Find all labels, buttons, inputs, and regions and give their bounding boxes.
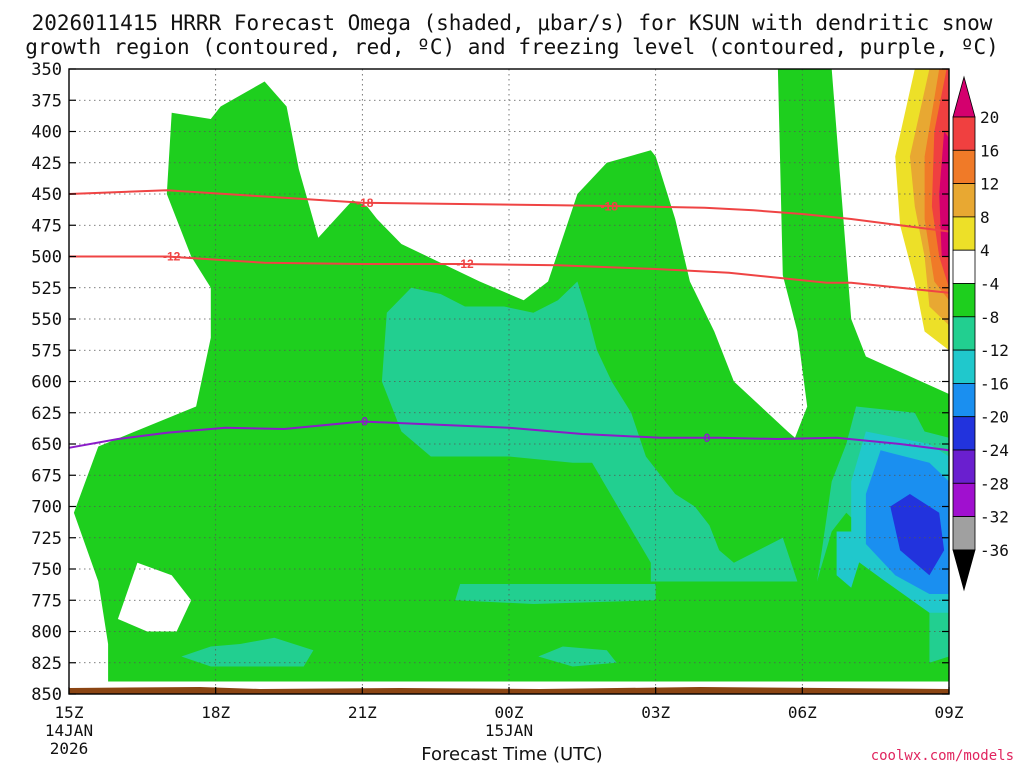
- y-tick-label: 725: [31, 529, 62, 549]
- y-tick-label: 700: [31, 498, 62, 518]
- x-tick-label: 21Z: [348, 703, 377, 722]
- colorbar-label: -4: [980, 275, 999, 294]
- x-tick-sublabel: 14JAN: [45, 721, 93, 740]
- omega-region-5: [455, 584, 656, 604]
- omega-shading: [73, 69, 949, 682]
- colorbar-swatch: [952, 316, 976, 351]
- colorbar-swatch: [952, 249, 976, 284]
- colorbar-swatch: [952, 516, 976, 551]
- omega-region-1: [117, 562, 192, 632]
- colorbar-label: 8: [980, 208, 990, 227]
- y-tick-label: 450: [31, 185, 62, 205]
- colorbar-swatch: [952, 482, 976, 517]
- y-tick-label: 675: [31, 466, 62, 486]
- colorbar-label: -16: [980, 374, 1009, 393]
- y-tick-label: 500: [31, 248, 62, 268]
- colorbar-label: -24: [980, 441, 1009, 460]
- x-tick-label: 15Z: [55, 703, 84, 722]
- x-tick-label: 03Z: [641, 703, 670, 722]
- colorbar-swatch: [952, 283, 976, 318]
- colorbar-label: -12: [980, 341, 1009, 360]
- y-tick-label: 525: [31, 279, 62, 299]
- x-tick-label: 18Z: [201, 703, 230, 722]
- contour-lines: -18 -18 -12 -12 0 0: [68, 189, 950, 452]
- omega-region-3: [181, 637, 314, 667]
- y-tick-label: 800: [31, 623, 62, 643]
- contour-label: -12: [456, 257, 474, 271]
- colorbar: 20 16 12 8 4 -4 -8 -12 -16 -20 -24 -28 -32 -36: [952, 75, 1009, 592]
- colorbar-label: 12: [980, 175, 999, 194]
- x-tick-label: 06Z: [788, 703, 817, 722]
- colorbar-swatch: [952, 349, 976, 384]
- colorbar-swatch: [952, 416, 976, 451]
- colorbar-top-arrow: [952, 75, 976, 118]
- colorbar-label: -28: [980, 474, 1009, 493]
- y-axis: 350 375 400 425 450 475 500 525 550 575 600 625 650 6…: [31, 60, 949, 705]
- y-tick-label: 375: [31, 91, 62, 111]
- contour-line-1: [69, 255, 950, 294]
- contour-label: 0: [361, 415, 368, 429]
- colorbar-swatch: [952, 216, 976, 251]
- omega-region-9: [890, 494, 945, 576]
- chart-title-line1: 2026011415 HRRR Forecast Omega (shaded, …: [31, 11, 993, 35]
- x-tick-label: 09Z: [935, 703, 964, 722]
- y-tick-label: 550: [31, 310, 62, 330]
- y-tick-label: 575: [31, 341, 62, 361]
- y-tick-label: 825: [31, 654, 62, 674]
- colorbar-label: -36: [980, 541, 1009, 560]
- y-tick-label: 475: [31, 216, 62, 236]
- y-tick-label: 625: [31, 404, 62, 424]
- x-axis-label: Forecast Time (UTC): [421, 744, 603, 765]
- colorbar-bottom-arrow: [952, 549, 976, 592]
- y-tick-label: 350: [31, 60, 62, 80]
- y-tick-label: 650: [31, 435, 62, 455]
- y-tick-label: 775: [31, 591, 62, 611]
- colorbar-swatch: [952, 116, 976, 151]
- colorbar-label: 16: [980, 141, 999, 160]
- colorbar-swatch: [952, 382, 976, 418]
- y-tick-label: 400: [31, 123, 62, 143]
- x-tick-sublabel-year: 2026: [50, 739, 89, 758]
- colorbar-label: -8: [980, 308, 999, 327]
- x-tick-sublabel: 15JAN: [485, 721, 533, 740]
- contour-label: 0: [704, 431, 711, 445]
- credit-link[interactable]: coolwx.com/models: [870, 748, 1014, 764]
- colorbar-swatch: [952, 149, 976, 185]
- contour-line-2: [68, 420, 950, 452]
- colorbar-label: -20: [980, 408, 1009, 427]
- x-tick-label: 00Z: [495, 703, 524, 722]
- contour-label: -18: [601, 200, 619, 214]
- y-tick-label: 750: [31, 560, 62, 580]
- colorbar-swatch: [952, 449, 976, 484]
- omega-region-2: [381, 281, 949, 663]
- contour-label: -18: [356, 196, 374, 210]
- colorbar-label: 4: [980, 241, 990, 260]
- contour-label: -12: [163, 250, 181, 264]
- contour-line-0: [68, 189, 950, 233]
- colorbar-label: -32: [980, 508, 1009, 527]
- colorbar-swatch: [952, 183, 976, 218]
- y-tick-label: 850: [31, 685, 62, 705]
- colorbar-label: 20: [980, 108, 999, 127]
- chart-title-line2: growth region (contoured, red, ºC) and f…: [25, 35, 999, 59]
- y-tick-label: 425: [31, 154, 62, 174]
- y-tick-label: 600: [31, 373, 62, 393]
- omega-region-4: [538, 646, 617, 667]
